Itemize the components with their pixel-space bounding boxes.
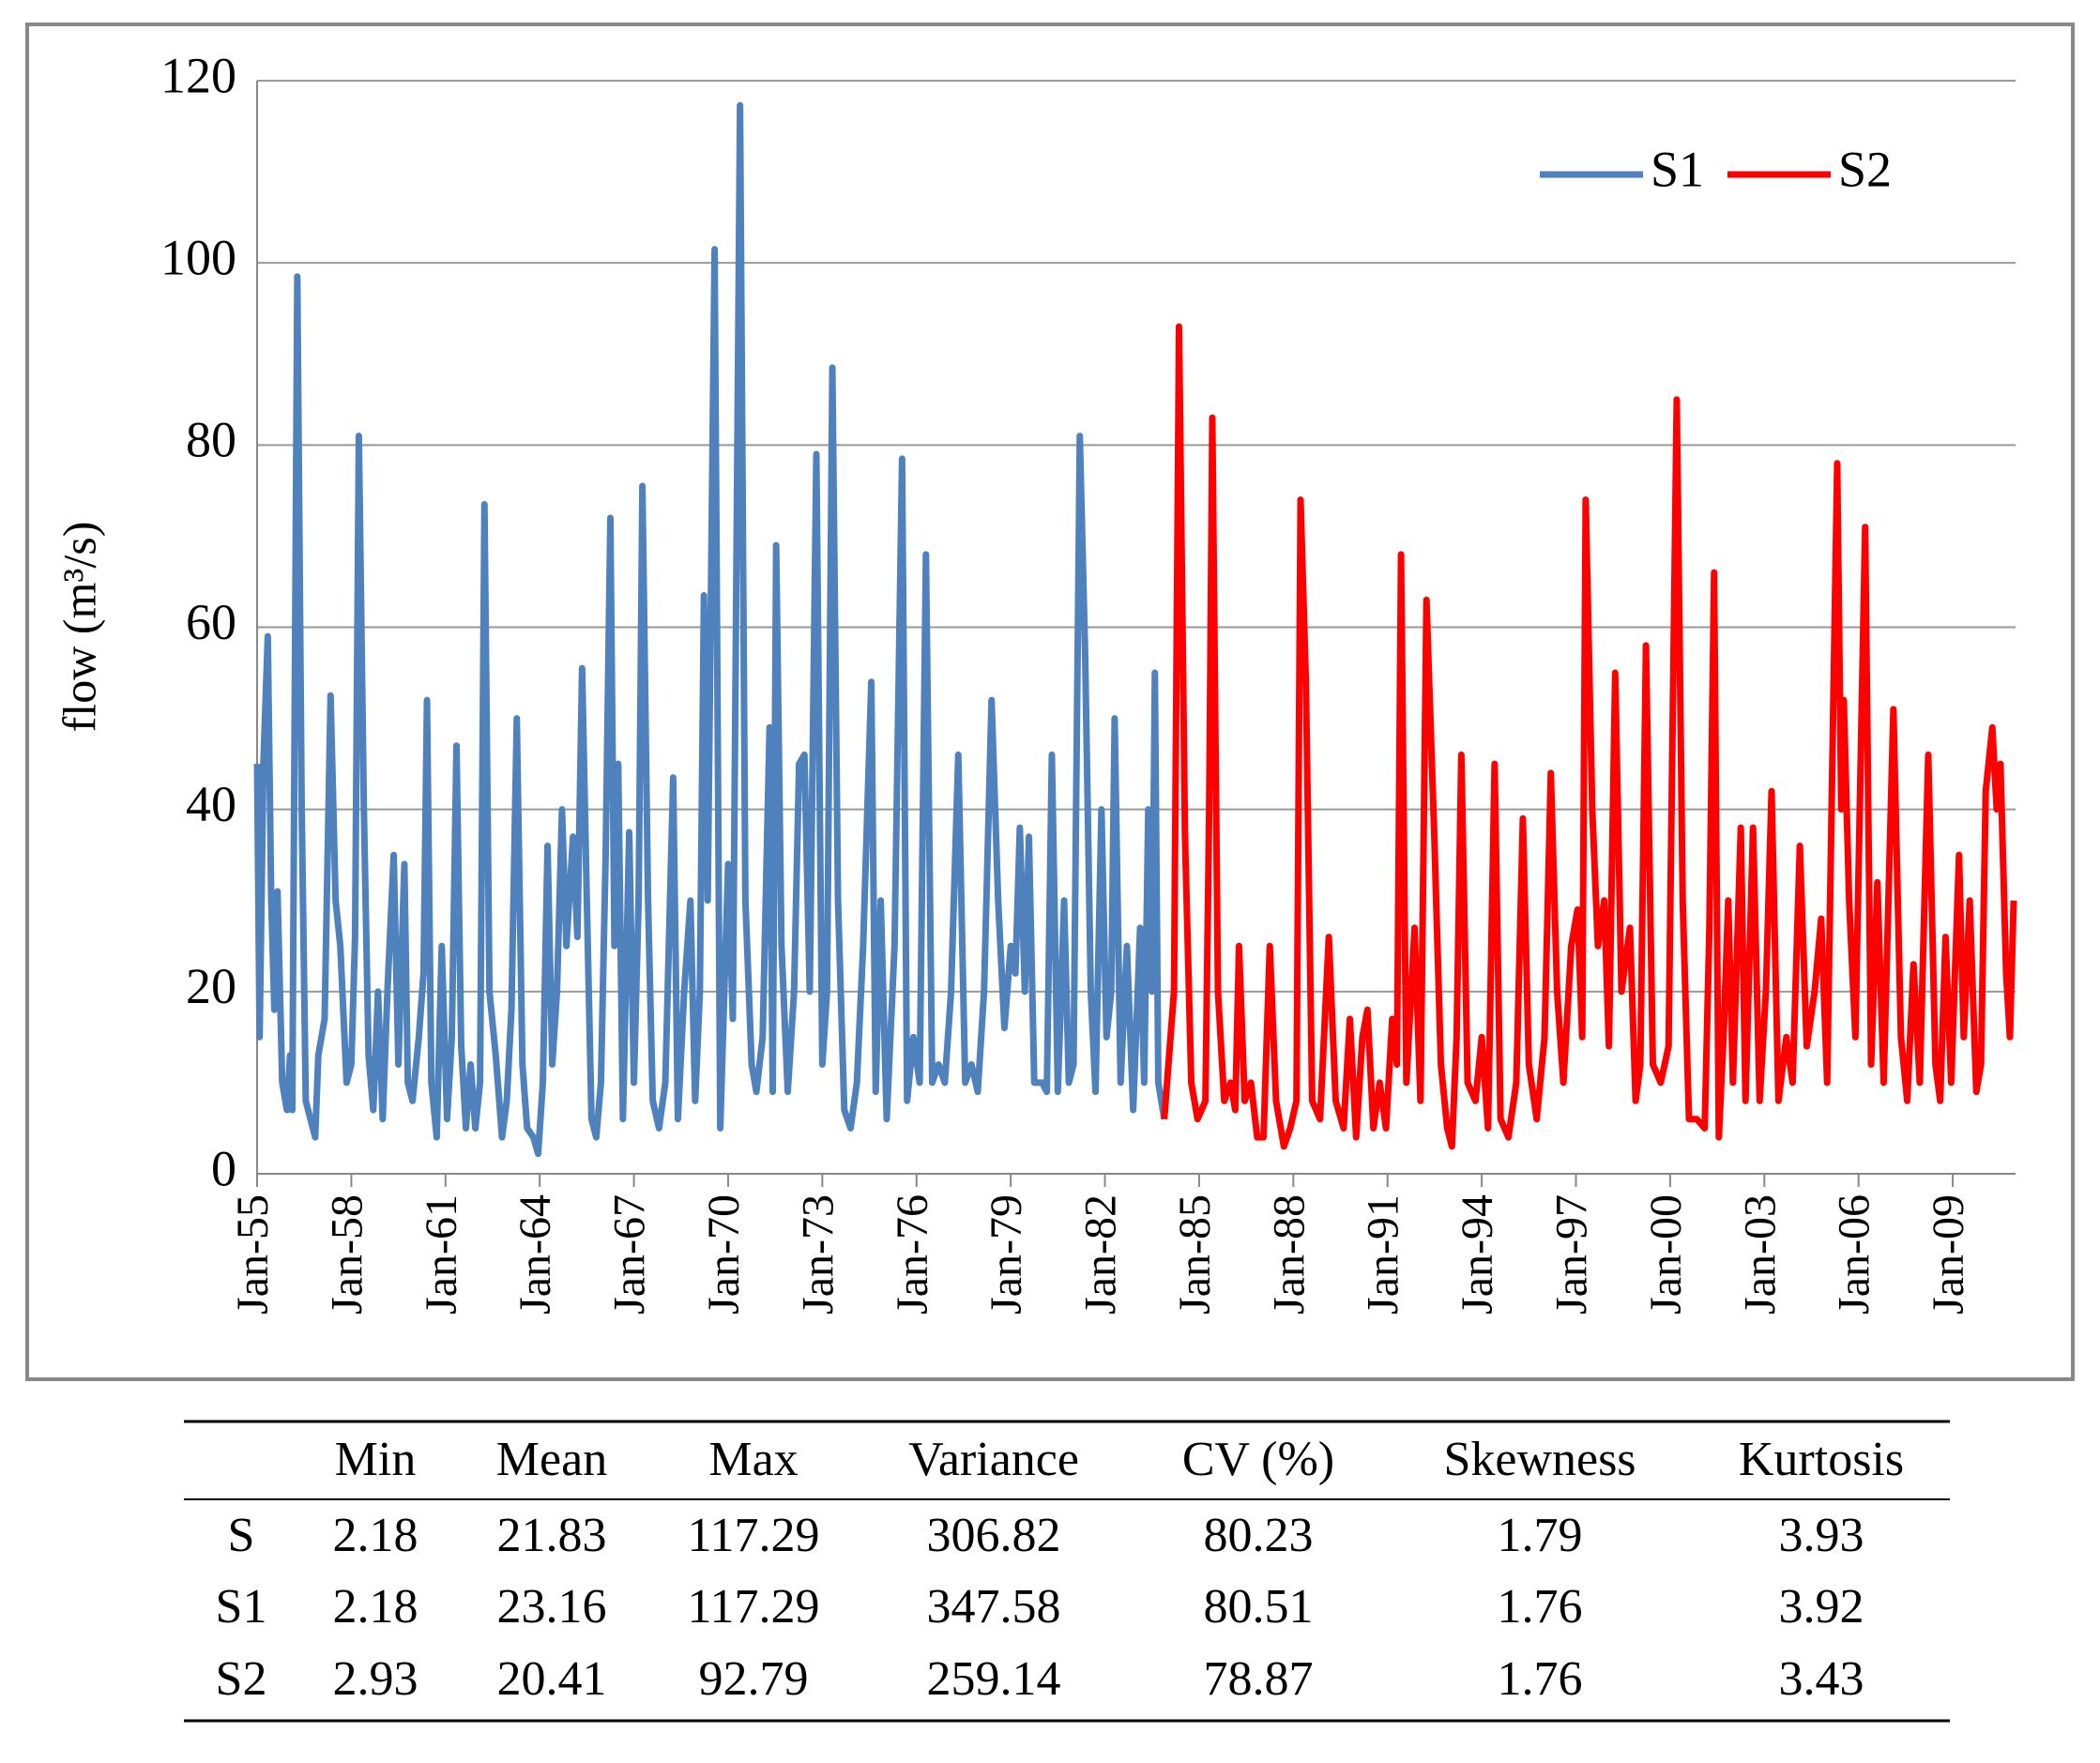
- x-tick-label: Jan-97: [1547, 1194, 1597, 1315]
- table-cell: 23.16: [497, 1580, 607, 1634]
- x-tick-label: Jan-64: [510, 1194, 560, 1315]
- table-cell: 3.93: [1779, 1509, 1864, 1562]
- x-tick-label: Jan-06: [1830, 1194, 1879, 1315]
- table-cell: 80.23: [1204, 1509, 1314, 1562]
- table-header: Variance: [908, 1433, 1079, 1486]
- y-tick-label: 0: [211, 1140, 236, 1196]
- table-cell: 117.29: [687, 1509, 819, 1562]
- x-tick-label: Jan-61: [417, 1194, 466, 1315]
- table-cell: 259.14: [927, 1652, 1061, 1706]
- table-header: Skewness: [1443, 1433, 1636, 1486]
- x-tick-label: Jan-76: [888, 1194, 937, 1315]
- table-cell: 117.29: [687, 1580, 819, 1634]
- x-tick-label: Jan-67: [605, 1194, 655, 1315]
- table-cell: 1.76: [1498, 1652, 1583, 1706]
- y-tick-label: 20: [186, 958, 236, 1014]
- table-header: Mean: [496, 1433, 607, 1486]
- y-tick-label: 120: [160, 47, 236, 103]
- data-line: [253, 101, 1168, 1158]
- table-header: CV (%): [1182, 1433, 1334, 1486]
- data-line: [1161, 323, 2017, 1150]
- y-axis-label: flow (m³/s): [53, 522, 105, 733]
- table-cell: 3.43: [1779, 1652, 1864, 1706]
- legend-label: S2: [1838, 141, 1892, 197]
- chart-frame: [25, 23, 2075, 1381]
- x-tick-label: Jan-00: [1641, 1194, 1691, 1315]
- table-row-label: S: [228, 1509, 255, 1562]
- table-cell: 21.83: [497, 1509, 607, 1562]
- legend-label: S1: [1651, 141, 1704, 197]
- table-cell: 20.41: [497, 1652, 607, 1706]
- table-cell: 2.93: [333, 1652, 418, 1706]
- y-tick-label: 100: [160, 230, 236, 286]
- x-tick-label: Jan-79: [982, 1194, 1031, 1315]
- table-cell: 2.18: [333, 1580, 418, 1634]
- table-header: Min: [335, 1433, 417, 1486]
- x-tick-label: Jan-85: [1170, 1194, 1220, 1315]
- table-header: Kurtosis: [1739, 1433, 1904, 1486]
- table-cell: 1.79: [1498, 1509, 1583, 1562]
- x-tick-label: Jan-03: [1735, 1194, 1785, 1315]
- x-tick-label: Jan-88: [1264, 1194, 1314, 1315]
- x-tick-label: Jan-58: [322, 1194, 372, 1315]
- x-tick-label: Jan-09: [1924, 1194, 1973, 1315]
- table-cell: 347.58: [927, 1580, 1061, 1634]
- table-cell: 78.87: [1204, 1652, 1314, 1706]
- table-cell: 306.82: [927, 1509, 1061, 1562]
- table-header: Max: [708, 1433, 798, 1486]
- table-cell: 3.92: [1779, 1580, 1864, 1634]
- y-tick-label: 80: [186, 412, 236, 468]
- x-tick-label: Jan-91: [1359, 1194, 1408, 1315]
- x-tick-label: Jan-73: [793, 1194, 843, 1315]
- table-row-label: S1: [216, 1580, 267, 1634]
- table-cell: 1.76: [1498, 1580, 1583, 1634]
- table-cell: 2.18: [333, 1509, 418, 1562]
- x-tick-label: Jan-82: [1076, 1194, 1126, 1315]
- table-cell: 80.51: [1204, 1580, 1314, 1634]
- x-tick-label: Jan-55: [228, 1194, 278, 1315]
- x-tick-label: Jan-94: [1453, 1194, 1502, 1315]
- x-tick-label: Jan-70: [699, 1194, 749, 1315]
- y-tick-label: 60: [186, 594, 236, 650]
- table-cell: 92.79: [699, 1652, 809, 1706]
- y-tick-label: 40: [186, 776, 236, 832]
- table-row-label: S2: [216, 1652, 267, 1706]
